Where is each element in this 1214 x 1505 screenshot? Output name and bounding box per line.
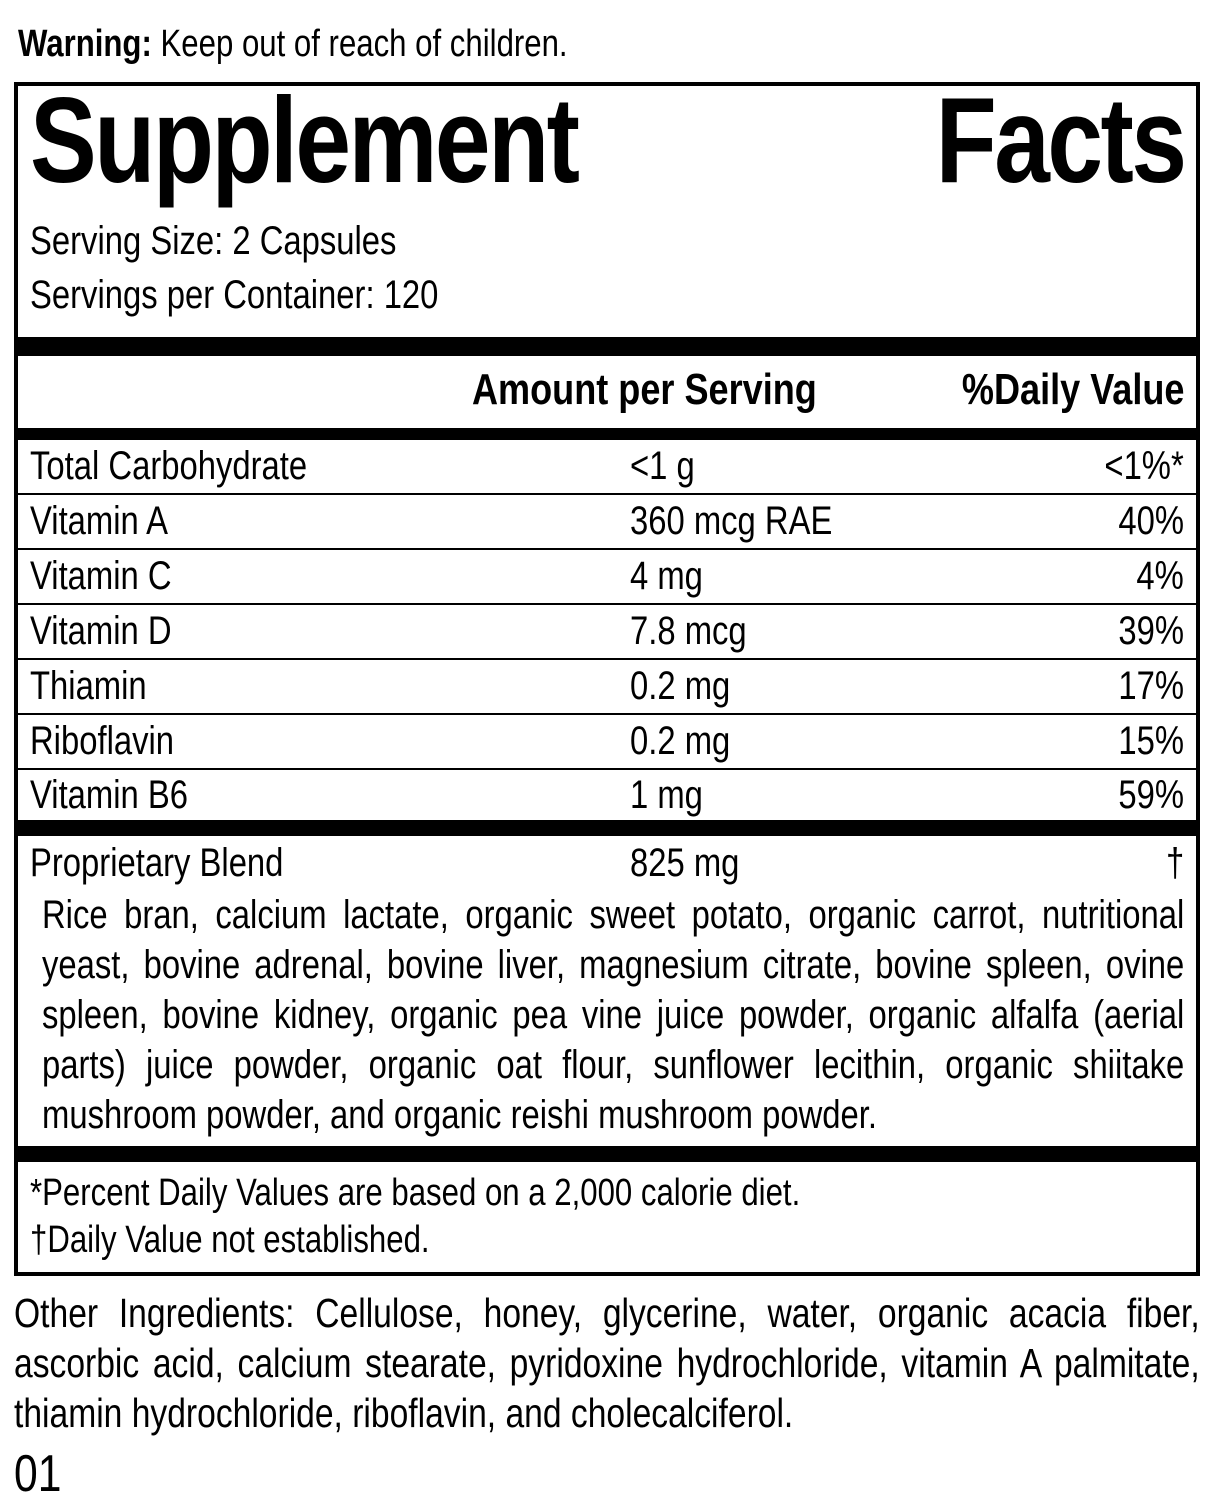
nutrient-amount: 0.2 mg bbox=[630, 719, 731, 763]
nutrient-row: Vitamin C 4 mg 4% bbox=[18, 550, 1196, 605]
nutrient-amount: 7.8 mcg bbox=[630, 609, 747, 653]
serving-size-text: Serving Size: 2 Capsules bbox=[30, 219, 397, 263]
nutrient-name: Thiamin bbox=[30, 664, 147, 708]
table-column-header: Amount per Serving %Daily Value bbox=[30, 362, 1184, 418]
daily-value-header: %Daily Value bbox=[961, 365, 1184, 414]
other-ingredients: Other Ingredients: Cellulose, honey, gly… bbox=[14, 1290, 1200, 1436]
nutrient-row: Riboflavin 0.2 mg 15% bbox=[18, 715, 1196, 770]
nutrient-name: Vitamin D bbox=[30, 609, 172, 653]
warning-body: Keep out of reach of children. bbox=[160, 23, 568, 65]
nutrient-amount: 4 mg bbox=[630, 554, 703, 598]
servings-per-container-line: Servings per Container: 120 bbox=[30, 268, 1184, 322]
nutrient-daily-value: 39% bbox=[1118, 609, 1184, 653]
nutrient-amount: 0.2 mg bbox=[630, 664, 731, 708]
footnote-dagger: †Daily Value not established. bbox=[30, 1219, 430, 1261]
nutrient-name: Vitamin B6 bbox=[30, 773, 189, 817]
thick-divider-top bbox=[18, 337, 1196, 356]
supplement-facts-panel: Supplement Facts Serving Size: 2 Capsule… bbox=[14, 72, 1200, 1276]
nutrient-row: Vitamin B6 1 mg 59% bbox=[18, 770, 1196, 820]
panel-title-left: Supplement bbox=[30, 72, 580, 208]
nutrient-daily-value: <1%* bbox=[1104, 444, 1184, 488]
nutrient-row: Vitamin D 7.8 mcg 39% bbox=[18, 605, 1196, 660]
nutrient-daily-value: 40% bbox=[1118, 499, 1184, 543]
panel-title-right: Facts bbox=[935, 72, 1186, 208]
panel-title: Supplement Facts bbox=[30, 72, 1187, 208]
servings-per-container-text: Servings per Container: 120 bbox=[30, 273, 439, 317]
nutrient-row: Total Carbohydrate <1 g <1%* bbox=[18, 440, 1196, 495]
serving-info: Serving Size: 2 Capsules Servings per Co… bbox=[30, 214, 1184, 322]
nutrient-amount: <1 g bbox=[630, 444, 695, 488]
nutrient-name: Vitamin A bbox=[30, 499, 168, 543]
footnote-percent-dv: *Percent Daily Values are based on a 2,0… bbox=[30, 1172, 801, 1214]
blend-description: Rice bran, calcium lactate, organic swee… bbox=[42, 893, 1185, 1137]
warning-text: Warning: Keep out of reach of children. bbox=[18, 18, 568, 70]
thick-divider-mid bbox=[18, 820, 1196, 836]
nutrient-amount: 360 mcg RAE bbox=[630, 499, 833, 543]
thick-divider-bottom bbox=[18, 1146, 1196, 1162]
serving-size-line: Serving Size: 2 Capsules bbox=[30, 214, 1184, 268]
blend-dagger: † bbox=[1165, 841, 1184, 885]
nutrient-daily-value: 17% bbox=[1118, 664, 1184, 708]
nutrient-name: Total Carbohydrate bbox=[30, 444, 308, 488]
nutrient-name: Riboflavin bbox=[30, 719, 175, 763]
footnotes: *Percent Daily Values are based on a 2,0… bbox=[30, 1170, 1184, 1264]
thin-thick-divider bbox=[18, 428, 1196, 440]
nutrient-name: Vitamin C bbox=[30, 554, 172, 598]
warning-label: Warning: bbox=[18, 23, 152, 65]
nutrient-daily-value: 4% bbox=[1136, 554, 1184, 598]
nutrient-daily-value: 15% bbox=[1118, 719, 1184, 763]
amount-per-serving-header: Amount per Serving bbox=[472, 365, 817, 414]
proprietary-blend-row: Proprietary Blend 825 mg † bbox=[18, 836, 1196, 890]
nutrient-table: Total Carbohydrate <1 g <1%* Vitamin A 3… bbox=[18, 440, 1196, 820]
blend-name: Proprietary Blend bbox=[30, 841, 284, 885]
nutrient-row: Vitamin A 360 mcg RAE 40% bbox=[18, 495, 1196, 550]
blend-amount: 825 mg bbox=[630, 841, 740, 885]
page-number: 01 bbox=[14, 1445, 62, 1503]
nutrient-daily-value: 59% bbox=[1118, 773, 1184, 817]
nutrient-row: Thiamin 0.2 mg 17% bbox=[18, 660, 1196, 715]
nutrient-amount: 1 mg bbox=[630, 773, 703, 817]
warning-note: Warning: Keep out of reach of children. bbox=[18, 18, 1200, 70]
